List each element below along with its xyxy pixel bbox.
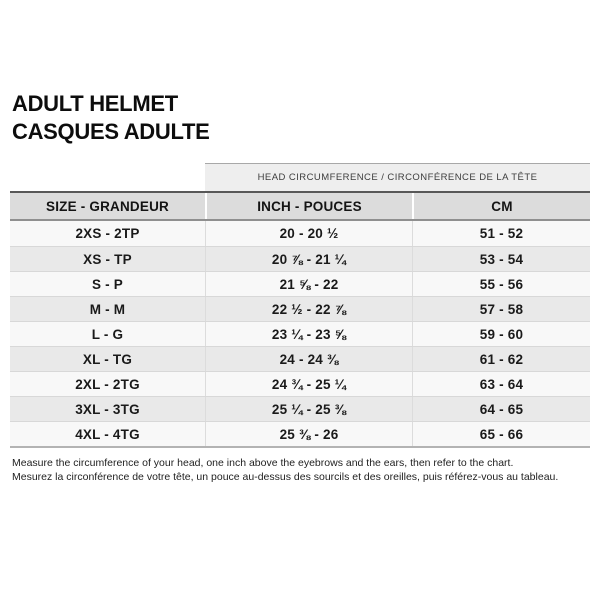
inch-cell: 23 ¼ - 23 ⅝: [205, 322, 412, 346]
banner-row: HEAD CIRCUMFERENCE / CIRCONFÉRENCE DE LA…: [10, 163, 590, 191]
table-row: 3XL - 3TG 25 ¼ - 25 ⅜ 64 - 65: [10, 396, 590, 421]
head-circumference-banner: HEAD CIRCUMFERENCE / CIRCONFÉRENCE DE LA…: [205, 163, 590, 191]
size-cell: 2XL - 2TG: [75, 376, 140, 392]
size-cell: L - G: [91, 326, 124, 342]
size-cell: S - P: [91, 276, 123, 292]
inch-cell: 22 ½ - 22 ⅞: [205, 297, 412, 321]
cm-cell: 51 - 52: [412, 221, 590, 246]
cm-cell: 63 - 64: [412, 372, 590, 396]
table-row: 2XS - 2TP 20 - 20 ½ 51 - 52: [10, 221, 590, 246]
page-title-fr: CASQUES ADULTE: [12, 119, 210, 144]
table-row: XL - TG 24 - 24 ⅜ 61 - 62: [10, 346, 590, 371]
column-header-size: SIZE - GRANDEUR: [45, 198, 169, 214]
cm-cell: 61 - 62: [412, 347, 590, 371]
instruction-fr: Mesurez la circonférence de votre tête, …: [12, 471, 559, 483]
size-cell: 4XL - 4TG: [75, 426, 140, 442]
table-body: 2XS - 2TP 20 - 20 ½ 51 - 52 XS - TP 20 ⅞…: [10, 221, 590, 446]
cm-cell: 64 - 65: [412, 397, 590, 421]
page-title: ADULT HELMET CASQUES ADULTE: [12, 90, 210, 146]
instruction-en: Measure the circumference of your head, …: [12, 457, 514, 469]
inch-cell: 20 - 20 ½: [205, 221, 412, 246]
table-header-row: SIZE - GRANDEUR INCH - POUCES CM: [10, 191, 590, 221]
page-title-en: ADULT HELMET: [12, 91, 178, 116]
inch-cell: 24 - 24 ⅜: [205, 347, 412, 371]
column-header-cm: CM: [412, 193, 590, 219]
size-cell: M - M: [89, 301, 126, 317]
table-row: XS - TP 20 ⅞ - 21 ¼ 53 - 54: [10, 246, 590, 271]
inch-cell: 24 ¾ - 25 ¼: [205, 372, 412, 396]
inch-cell: 25 ⅜ - 26: [205, 422, 412, 446]
cm-cell: 57 - 58: [412, 297, 590, 321]
table-row: L - G 23 ¼ - 23 ⅝ 59 - 60: [10, 321, 590, 346]
column-header-inch: INCH - POUCES: [205, 193, 412, 219]
cm-cell: 65 - 66: [412, 422, 590, 446]
cm-cell: 55 - 56: [412, 272, 590, 296]
size-cell: XL - TG: [82, 351, 133, 367]
measurement-instructions: Measure the circumference of your head, …: [12, 456, 558, 484]
table-row: 2XL - 2TG 24 ¾ - 25 ¼ 63 - 64: [10, 371, 590, 396]
size-cell: 2XS - 2TP: [75, 226, 140, 241]
size-cell: 3XL - 3TG: [75, 401, 140, 417]
inch-cell: 25 ¼ - 25 ⅜: [205, 397, 412, 421]
size-cell: XS - TP: [83, 251, 132, 267]
table-row: S - P 21 ⅝ - 22 55 - 56: [10, 271, 590, 296]
table-row: 4XL - 4TG 25 ⅜ - 26 65 - 66: [10, 421, 590, 446]
cm-cell: 59 - 60: [412, 322, 590, 346]
size-chart-table: HEAD CIRCUMFERENCE / CIRCONFÉRENCE DE LA…: [10, 163, 590, 448]
banner-spacer: [10, 163, 205, 191]
cm-cell: 53 - 54: [412, 247, 590, 271]
table-row: M - M 22 ½ - 22 ⅞ 57 - 58: [10, 296, 590, 321]
inch-cell: 20 ⅞ - 21 ¼: [205, 247, 412, 271]
inch-cell: 21 ⅝ - 22: [205, 272, 412, 296]
